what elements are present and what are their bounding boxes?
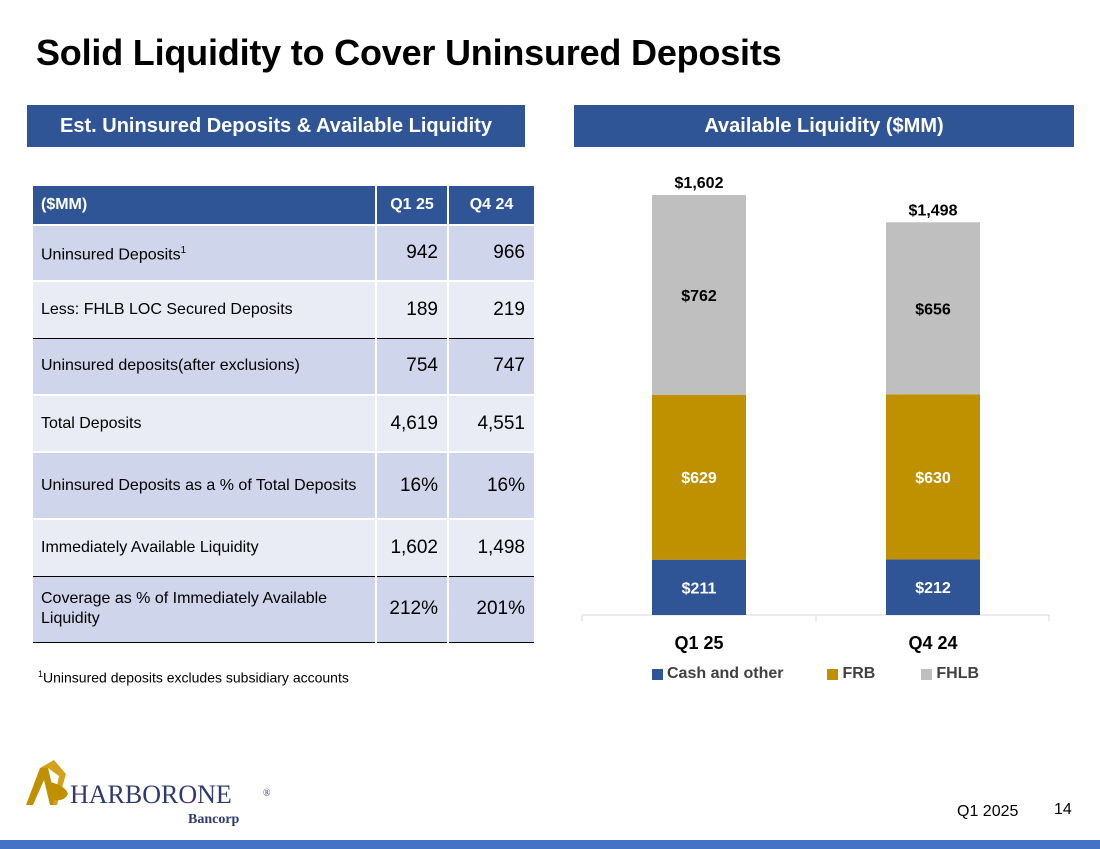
- row-value-q1: 754: [376, 337, 449, 395]
- row-label: Uninsured Deposits as a % of Total Depos…: [33, 451, 377, 519]
- row-label: Immediately Available Liquidity: [33, 518, 377, 576]
- chart-legend: Cash and other FRB FHLB: [652, 665, 979, 683]
- bottom-accent-bar: [0, 840, 1100, 849]
- row-value-q4: 201%: [448, 575, 534, 643]
- legend-item-fhlb: FHLB: [921, 665, 979, 683]
- row-value-q1: 942: [376, 224, 449, 281]
- row-label: Coverage as % of Immediately Available L…: [33, 575, 377, 643]
- table-section-header: Est. Uninsured Deposits & Available Liqu…: [27, 105, 525, 147]
- row-value-q1: 212%: [376, 575, 449, 643]
- liquidity-table: ($MM) Q1 25 Q4 24 Uninsured Deposits1 94…: [33, 186, 534, 643]
- row-label-sup: 1: [180, 244, 187, 256]
- table-row: Coverage as % of Immediately Available L…: [33, 575, 534, 643]
- legend-label-cash: Cash and other: [667, 665, 784, 682]
- x-tick-label: Q4 24: [908, 633, 957, 653]
- bar-segment: [886, 559, 980, 615]
- table-row: Total Deposits 4,619 4,551: [33, 394, 534, 452]
- footer-period: Q1 2025: [957, 803, 1019, 820]
- table-row: Less: FHLB LOC Secured Deposits 189 219: [33, 280, 534, 338]
- bar-total-label: $1,602: [675, 175, 724, 192]
- logo-wordmark: HARBORONE: [70, 780, 232, 809]
- row-value-q4: 4,551: [448, 394, 534, 452]
- row-value-q1: 4,619: [376, 394, 449, 452]
- row-value-q4: 16%: [448, 451, 534, 519]
- bar-total-label: $1,498: [909, 202, 958, 219]
- table-row: Immediately Available Liquidity 1,602 1,…: [33, 518, 534, 576]
- bar-segment: [886, 222, 980, 395]
- bar-value-label: $212: [915, 580, 951, 597]
- bar-segment: [652, 394, 746, 560]
- row-value-q4: 966: [448, 224, 534, 281]
- bar-value-label: $629: [681, 470, 717, 487]
- table-row: Uninsured Deposits as a % of Total Depos…: [33, 451, 534, 519]
- legend-swatch-cash: [652, 668, 663, 680]
- logo-subtext: Bancorp: [188, 812, 240, 827]
- bar-value-label: $630: [915, 470, 951, 487]
- row-label: Total Deposits: [33, 394, 377, 452]
- row-value-q1: 189: [376, 280, 449, 338]
- table-header-q4: Q4 24: [448, 186, 534, 225]
- footnote-sup: 1: [38, 669, 44, 679]
- row-label: Uninsured Deposits1: [33, 224, 377, 281]
- harborone-logo-mark: HARBORONE ® Bancorp: [26, 760, 271, 827]
- table-row: Uninsured Deposits1 942 966: [33, 224, 534, 281]
- page-number: 14: [1054, 801, 1072, 818]
- legend-label-frb: FRB: [842, 665, 876, 682]
- legend-swatch-fhlb: [921, 668, 933, 680]
- table-header-label: ($MM): [33, 186, 377, 225]
- chart-section-header: Available Liquidity ($MM): [574, 105, 1074, 147]
- row-value-q4: 747: [448, 337, 534, 395]
- bar-value-label: $762: [681, 288, 717, 305]
- legend-item-frb: FRB: [827, 665, 875, 683]
- x-tick-label: Q1 25: [674, 633, 723, 653]
- legend-item-cash: Cash and other: [652, 665, 783, 683]
- bar-segment: [886, 394, 980, 560]
- row-value-q1: 1,602: [376, 518, 449, 576]
- bar-value-label: $656: [915, 301, 951, 318]
- row-value-q4: 1,498: [448, 518, 534, 576]
- row-label: Less: FHLB LOC Secured Deposits: [33, 280, 377, 338]
- company-logo: HARBORONE ® Bancorp: [26, 760, 286, 835]
- footnote-text: Uninsured deposits excludes subsidiary a…: [43, 669, 349, 686]
- row-value-q4: 219: [448, 280, 534, 338]
- liquidity-chart: $211 $629 $762 $1,602 Q1 25 $212 $630 $656 $1,49…: [581, 175, 1050, 653]
- page-title: Solid Liquidity to Cover Uninsured Depos…: [36, 32, 782, 73]
- row-label: Uninsured deposits(after exclusions): [33, 337, 377, 395]
- legend-label-fhlb: FHLB: [936, 665, 980, 682]
- row-value-q1: 16%: [376, 451, 449, 519]
- bar-segment: [652, 559, 746, 615]
- table-header-q1: Q1 25: [376, 186, 449, 225]
- footnote: 1Uninsured deposits excludes subsidiary …: [38, 669, 349, 686]
- bar-segment: [652, 195, 746, 395]
- bar-value-label: $211: [682, 580, 717, 597]
- row-label-text: Uninsured Deposits: [41, 246, 181, 264]
- logo-registered: ®: [263, 788, 271, 799]
- table-row: Uninsured deposits(after exclusions) 754…: [33, 337, 534, 395]
- legend-swatch-frb: [827, 668, 839, 680]
